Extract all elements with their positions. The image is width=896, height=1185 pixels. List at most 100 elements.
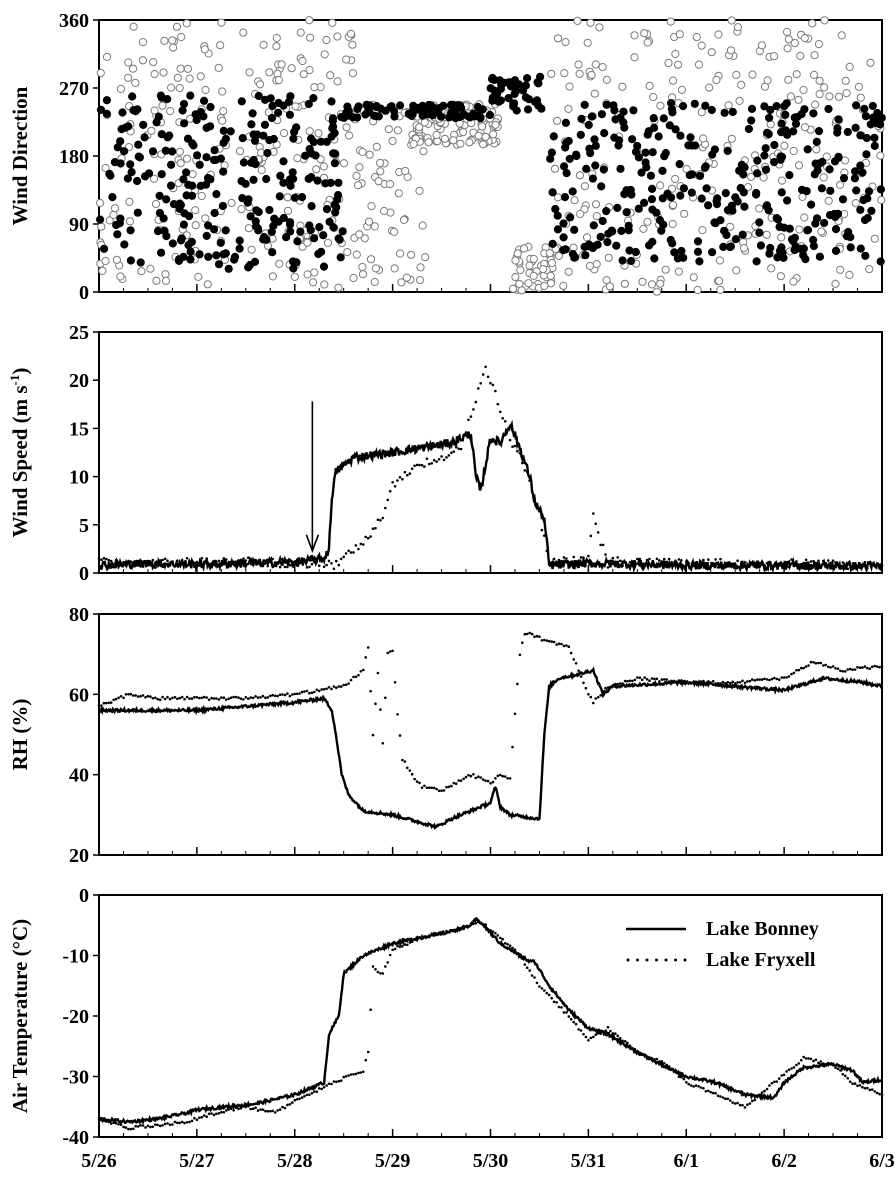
data-point (374, 968, 377, 971)
data-point (279, 157, 288, 166)
data-point (811, 100, 820, 109)
data-point (105, 1120, 108, 1123)
data-point (196, 72, 205, 81)
data-point (618, 559, 622, 563)
data-point (694, 1084, 698, 1087)
data-point (817, 661, 820, 665)
data-point (720, 108, 729, 117)
data-point (759, 173, 768, 182)
data-point (676, 191, 685, 200)
data-point (283, 693, 287, 697)
data-point (307, 149, 316, 158)
data-point (319, 231, 328, 240)
data-point (274, 108, 283, 117)
data-point (447, 785, 451, 789)
data-point (517, 286, 526, 295)
data-point (112, 220, 121, 230)
data-point (797, 668, 801, 672)
data-point (858, 666, 862, 669)
data-point (374, 177, 383, 186)
data-point (880, 664, 884, 668)
data-point (105, 701, 108, 705)
data-point (357, 547, 360, 551)
data-point (513, 948, 517, 951)
data-point (640, 198, 649, 207)
data-point (239, 28, 248, 37)
data-point (819, 661, 823, 665)
data-point (241, 179, 250, 188)
data-point (486, 375, 490, 379)
data-point (662, 1062, 666, 1065)
data-point (264, 696, 267, 699)
data-point (235, 147, 245, 156)
data-point (238, 134, 247, 143)
data-point (646, 171, 656, 180)
data-point (196, 181, 205, 190)
data-point (790, 672, 793, 676)
data-point (163, 557, 167, 561)
data-point (190, 697, 194, 700)
data-point (386, 651, 390, 655)
data-point (834, 115, 843, 124)
data-point (193, 565, 196, 568)
data-point (611, 684, 615, 688)
data-point (588, 174, 598, 183)
data-point (344, 106, 353, 115)
data-point (465, 138, 474, 147)
data-point (511, 445, 514, 449)
data-point (763, 76, 772, 85)
data-point (765, 1087, 769, 1091)
data-point (269, 221, 278, 231)
data-point (645, 558, 649, 562)
data-point (269, 560, 272, 564)
data-point (704, 201, 713, 210)
series-lake-fryxell-dots (97, 365, 884, 571)
data-point (334, 178, 343, 187)
data-point (407, 250, 416, 259)
data-point (763, 677, 766, 681)
data-point (102, 1119, 106, 1123)
data-point (281, 1105, 284, 1109)
data-point (179, 220, 188, 229)
data-point (770, 1081, 774, 1085)
data-point (259, 561, 262, 564)
data-point (628, 135, 637, 144)
data-point (575, 171, 585, 180)
data-point (511, 745, 514, 749)
data-point (708, 248, 717, 257)
data-point (702, 679, 705, 683)
data-point (226, 127, 235, 136)
data-point (96, 105, 106, 115)
data-point (180, 209, 189, 218)
data-point (390, 227, 399, 236)
data-point (206, 122, 215, 131)
data-point (114, 1121, 118, 1125)
data-point (333, 77, 342, 86)
data-point (675, 1071, 678, 1074)
data-point (481, 923, 485, 927)
data-point (124, 73, 133, 82)
data-point (315, 559, 319, 562)
data-point (508, 777, 512, 780)
data-point (293, 154, 302, 163)
data-point (528, 479, 531, 482)
data-point (109, 1122, 113, 1125)
data-point (271, 693, 275, 697)
data-point (628, 561, 632, 564)
data-point (538, 635, 541, 638)
data-point (709, 1090, 712, 1094)
data-point (697, 108, 706, 117)
data-point (257, 165, 266, 175)
data-point (437, 789, 441, 793)
data-point (210, 208, 219, 218)
data-point (822, 1062, 825, 1065)
data-point (762, 201, 772, 210)
data-point (677, 679, 681, 682)
data-point (251, 160, 260, 169)
data-point (327, 686, 331, 689)
data-point (604, 253, 613, 262)
data-point (631, 247, 640, 257)
data-point (783, 44, 792, 53)
data-point (660, 1060, 664, 1063)
data-point (677, 85, 687, 95)
